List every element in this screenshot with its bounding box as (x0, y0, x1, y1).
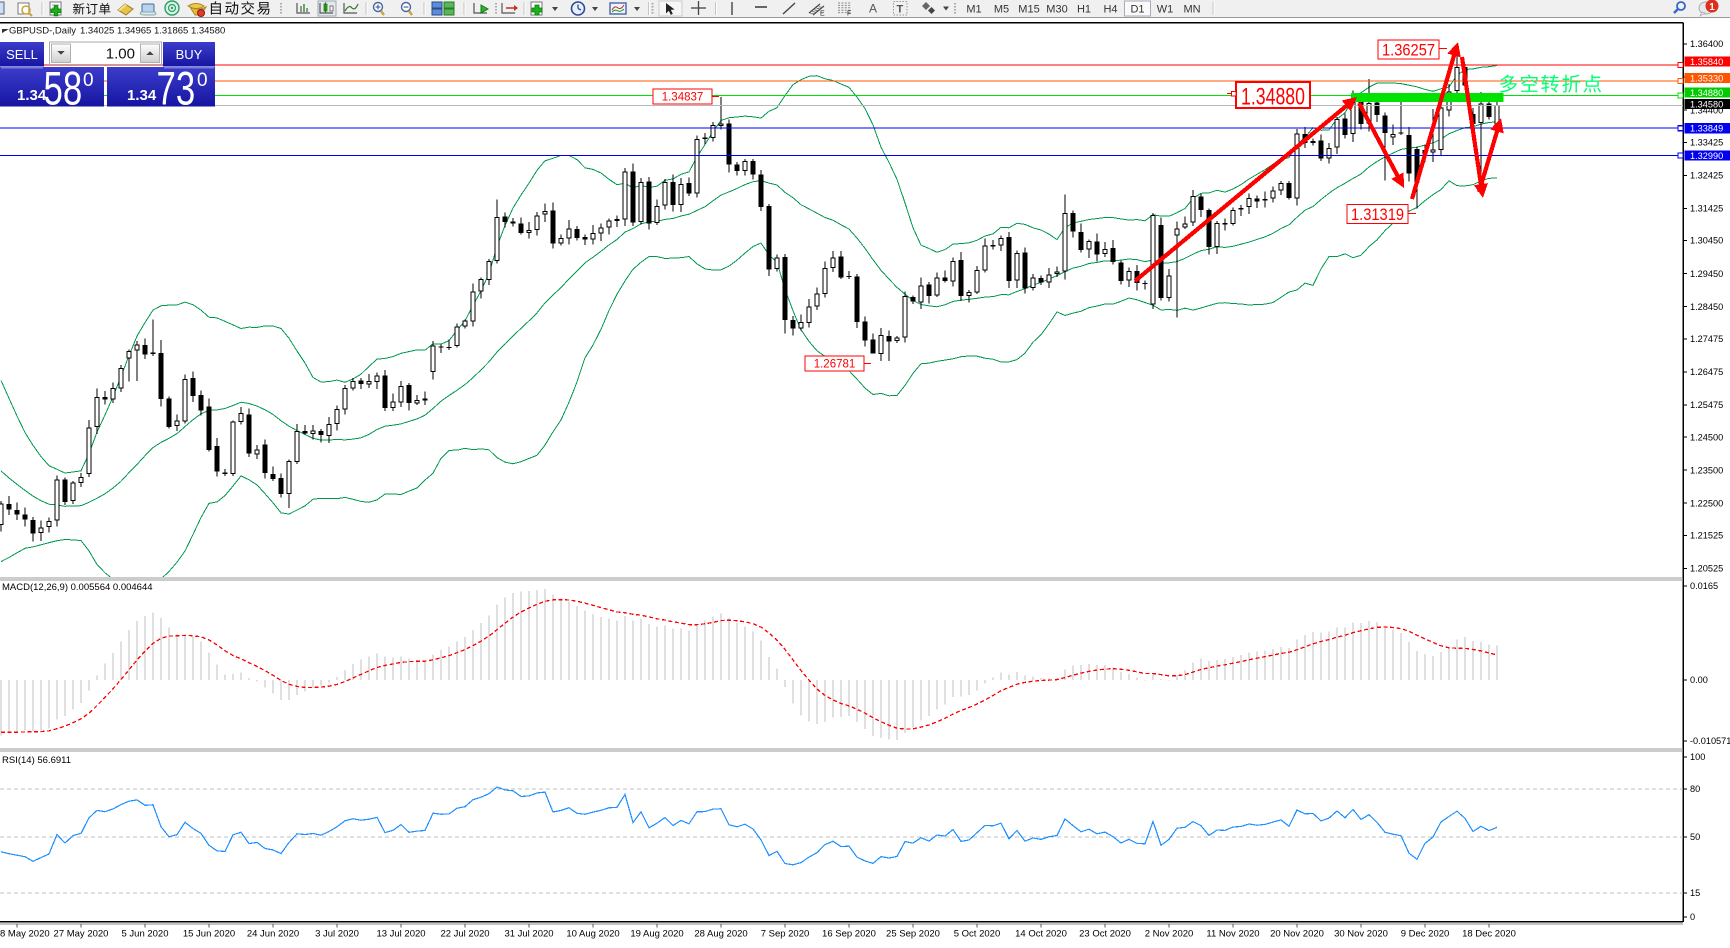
svg-text:1.34580: 1.34580 (1690, 99, 1723, 109)
svg-text:9 Dec 2020: 9 Dec 2020 (1401, 929, 1450, 940)
svg-text:19 Aug 2020: 19 Aug 2020 (630, 929, 683, 940)
svg-text:1.22500: 1.22500 (1690, 498, 1723, 508)
svg-text:1.34880: 1.34880 (1241, 84, 1305, 111)
svg-text:15 Jun 2020: 15 Jun 2020 (183, 929, 235, 940)
svg-text:1.35330: 1.35330 (1690, 73, 1723, 83)
svg-text:1.34: 1.34 (127, 87, 157, 104)
svg-text:1.36400: 1.36400 (1690, 39, 1723, 49)
svg-text:0: 0 (83, 70, 94, 91)
svg-text:7 Sep 2020: 7 Sep 2020 (761, 929, 810, 940)
svg-text:1.34837: 1.34837 (662, 92, 704, 104)
svg-text:1.30450: 1.30450 (1690, 236, 1723, 246)
svg-text:1.00: 1.00 (106, 46, 135, 63)
svg-text:1.31425: 1.31425 (1690, 204, 1723, 214)
svg-text:58: 58 (44, 62, 83, 114)
svg-text:15: 15 (1690, 888, 1700, 898)
svg-text:1.28450: 1.28450 (1690, 302, 1723, 312)
svg-text:1.32425: 1.32425 (1690, 171, 1723, 181)
svg-text:1.34: 1.34 (17, 87, 47, 104)
svg-text:MACD(12,26,9) 0.005564 0.00464: MACD(12,26,9) 0.005564 0.004644 (2, 582, 153, 593)
svg-text:1.27475: 1.27475 (1690, 334, 1723, 344)
svg-text:25 Sep 2020: 25 Sep 2020 (886, 929, 940, 940)
svg-text:BUY: BUY (176, 47, 203, 62)
svg-text:1.29450: 1.29450 (1690, 269, 1723, 279)
svg-text:14 Oct 2020: 14 Oct 2020 (1015, 929, 1067, 940)
svg-text:1.24500: 1.24500 (1690, 432, 1723, 442)
svg-text:1.23500: 1.23500 (1690, 465, 1723, 475)
svg-text:5 Jun 2020: 5 Jun 2020 (121, 929, 168, 940)
svg-text:100: 100 (1690, 752, 1705, 762)
svg-text:80: 80 (1690, 784, 1700, 794)
svg-text:1.25475: 1.25475 (1690, 400, 1723, 410)
svg-text:31 Jul 2020: 31 Jul 2020 (504, 929, 553, 940)
svg-text:-0.010571: -0.010571 (1690, 736, 1730, 746)
svg-text:50: 50 (1690, 832, 1700, 842)
svg-text:1.33425: 1.33425 (1690, 138, 1723, 148)
svg-text:1.21525: 1.21525 (1690, 531, 1723, 541)
svg-text:1.26781: 1.26781 (814, 359, 856, 371)
svg-text:5 Oct 2020: 5 Oct 2020 (954, 929, 1000, 940)
svg-text:1.26475: 1.26475 (1690, 367, 1723, 377)
svg-text:1.36257: 1.36257 (1382, 41, 1435, 60)
svg-text:0.00: 0.00 (1690, 675, 1708, 685)
svg-text:27 May 2020: 27 May 2020 (54, 929, 109, 940)
svg-text:0: 0 (1690, 912, 1695, 922)
svg-text:1.34880: 1.34880 (1690, 88, 1723, 98)
svg-text:23 Oct 2020: 23 Oct 2020 (1079, 929, 1131, 940)
svg-text:3 Jul 2020: 3 Jul 2020 (315, 929, 359, 940)
svg-text:1.31319: 1.31319 (1351, 205, 1404, 224)
svg-text:73: 73 (157, 62, 196, 114)
svg-text:20 Nov 2020: 20 Nov 2020 (1270, 929, 1324, 940)
svg-text:16 Sep 2020: 16 Sep 2020 (822, 929, 876, 940)
svg-text:18 Dec 2020: 18 Dec 2020 (1462, 929, 1516, 940)
svg-text:0: 0 (197, 70, 208, 91)
svg-text:SELL: SELL (6, 47, 38, 62)
svg-text:1.34025 1.34965 1.31865 1.3458: 1.34025 1.34965 1.31865 1.34580 (80, 26, 225, 37)
svg-text:13 Jul 2020: 13 Jul 2020 (376, 929, 425, 940)
svg-text:1.35840: 1.35840 (1690, 57, 1723, 67)
svg-text:1.32990: 1.32990 (1690, 151, 1723, 161)
svg-text:24 Jun 2020: 24 Jun 2020 (247, 929, 299, 940)
svg-text:8 May 2020: 8 May 2020 (0, 929, 50, 940)
svg-text:11 Nov 2020: 11 Nov 2020 (1206, 929, 1259, 940)
svg-text:10 Aug 2020: 10 Aug 2020 (566, 929, 619, 940)
svg-text:28 Aug 2020: 28 Aug 2020 (694, 929, 747, 940)
svg-text:0.0165: 0.0165 (1690, 581, 1718, 591)
svg-text:GBPUSD-,Daily: GBPUSD-,Daily (9, 26, 76, 37)
svg-text:RSI(14) 56.6911: RSI(14) 56.6911 (2, 755, 71, 766)
svg-text:30 Nov 2020: 30 Nov 2020 (1334, 929, 1388, 940)
svg-text:1.33849: 1.33849 (1690, 124, 1723, 134)
svg-text:22 Jul 2020: 22 Jul 2020 (440, 929, 489, 940)
svg-text:2 Nov 2020: 2 Nov 2020 (1145, 929, 1194, 940)
svg-text:1.20525: 1.20525 (1690, 564, 1723, 574)
